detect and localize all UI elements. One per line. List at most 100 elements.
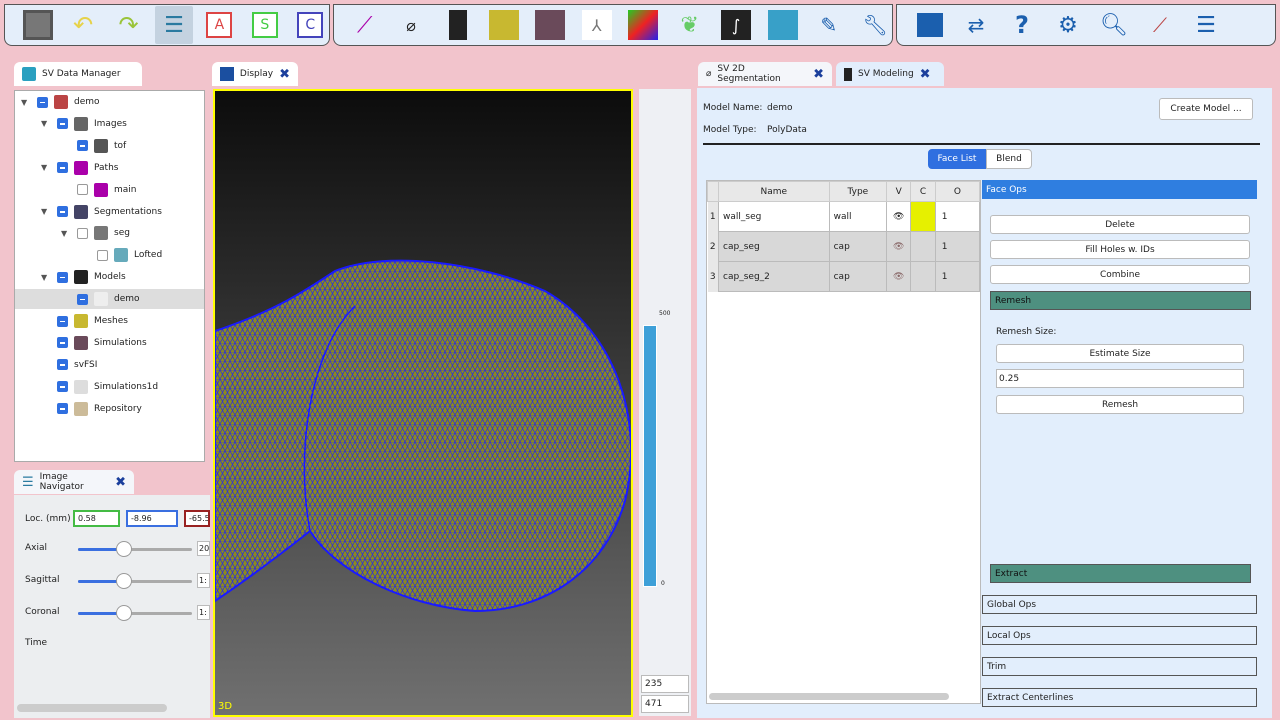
tree-item[interactable]: ▼ Models [15, 267, 204, 287]
trim-header[interactable]: Trim [982, 657, 1257, 676]
tab-2d-segmentation[interactable]: ⌀ SV 2D Segmentation ✖ [698, 62, 832, 86]
visibility-checkbox[interactable] [77, 227, 88, 239]
expand-arrow-icon[interactable]: ▼ [41, 207, 48, 216]
expand-arrow-icon[interactable]: ▼ [41, 119, 48, 129]
expand-arrow-icon[interactable]: ▼ [41, 163, 48, 173]
slice-index-input[interactable]: 1: [197, 605, 210, 620]
3d-view[interactable]: 3D [213, 89, 633, 717]
close-icon[interactable]: ✖ [115, 474, 126, 490]
axial-slider[interactable] [78, 541, 192, 557]
subtab-face-list[interactable]: Face List [928, 149, 986, 169]
global-ops-header[interactable]: Global Ops [982, 595, 1257, 614]
face-ops-header[interactable]: Face Ops [982, 180, 1257, 199]
sagittal-slider[interactable] [78, 573, 192, 589]
visibility-checkbox[interactable] [57, 206, 68, 217]
column-header[interactable]: O [934, 181, 981, 202]
slider-handle[interactable] [115, 573, 132, 589]
undo-button[interactable]: ↶ [64, 6, 101, 44]
spline-button[interactable]: ∫ [719, 6, 752, 44]
close-icon[interactable]: ✖ [813, 66, 824, 82]
visibility-checkbox[interactable] [77, 184, 88, 196]
range-max-input[interactable]: 471 [641, 695, 689, 713]
help-button[interactable]: ? [1003, 6, 1041, 44]
horizontal-scrollbar[interactable] [17, 704, 167, 712]
horizontal-scrollbar[interactable] [709, 693, 949, 700]
tree-item[interactable]: ▼ seg [15, 223, 204, 243]
coronal-button[interactable]: C [292, 6, 329, 44]
visibility-checkbox[interactable] [77, 140, 88, 152]
tree-item[interactable]: main [15, 180, 204, 200]
expand-arrow-icon[interactable]: ▼ [21, 97, 28, 107]
coronal-slider[interactable] [78, 605, 192, 621]
axial-button[interactable]: A [201, 6, 238, 44]
range-min-input[interactable]: 235 [641, 675, 689, 693]
settings-help-button[interactable]: ⚙ [1049, 6, 1087, 44]
face-opacity[interactable]: 1 [934, 201, 981, 232]
face-color-swatch[interactable] [910, 261, 936, 292]
column-header[interactable]: C [910, 181, 936, 202]
tree-item[interactable]: ▼ Paths [15, 158, 204, 178]
visibility-checkbox[interactable] [57, 315, 68, 327]
face-opacity[interactable]: 1 [934, 231, 981, 262]
face-name[interactable]: cap_seg [718, 231, 830, 262]
transfer-button[interactable]: ⇄ [957, 6, 995, 44]
save-button[interactable] [19, 6, 56, 44]
visibility-eye-icon[interactable]: 👁︎ [886, 231, 912, 262]
visibility-checkbox[interactable] [57, 271, 68, 283]
loc-x-input[interactable]: 0.58 [73, 510, 120, 527]
face-type[interactable]: wall [828, 201, 888, 232]
tree-item[interactable]: Lofted [15, 245, 204, 265]
image-button[interactable] [627, 6, 660, 44]
slider-handle[interactable] [115, 605, 132, 621]
pen-button[interactable]: ✎ [812, 6, 845, 44]
tree-item[interactable]: Simulations [15, 333, 204, 353]
visibility-checkbox[interactable] [57, 381, 68, 393]
combine-button[interactable]: Combine [990, 265, 1250, 284]
archive-button[interactable] [911, 6, 949, 44]
remesh-header[interactable]: Remesh [990, 291, 1251, 310]
slider-handle[interactable] [115, 541, 132, 557]
tree-item[interactable]: Repository [15, 399, 204, 419]
search-button[interactable]: 🔍︎ [1095, 6, 1133, 44]
face-opacity[interactable]: 1 [934, 261, 981, 292]
face-type[interactable]: cap [828, 261, 888, 292]
visibility-checkbox[interactable] [57, 337, 68, 349]
column-header[interactable]: V [886, 181, 912, 202]
visibility-checkbox[interactable] [97, 249, 108, 261]
tree-item[interactable]: ▼ Segmentations [15, 202, 204, 222]
subtab-blend[interactable]: Blend [986, 149, 1032, 169]
plugin-button[interactable]: ⟋ [1141, 6, 1179, 44]
tab-modeling[interactable]: SV Modeling ✖ [836, 62, 944, 86]
model-button[interactable] [441, 6, 474, 44]
leaf-button[interactable]: ❦ [673, 6, 706, 44]
face-name[interactable]: wall_seg [718, 201, 830, 232]
tree-item[interactable]: Meshes [15, 311, 204, 331]
visibility-checkbox[interactable] [57, 118, 68, 130]
visibility-checkbox[interactable] [57, 359, 68, 371]
column-header[interactable]: Type [828, 181, 888, 202]
expand-arrow-icon[interactable]: ▼ [41, 272, 48, 282]
face-type[interactable]: cap [828, 231, 888, 262]
sliders-button[interactable]: ☰ [155, 6, 193, 44]
tree-item[interactable]: Simulations1d [15, 377, 204, 397]
visibility-eye-icon[interactable]: 👁︎ [886, 261, 912, 292]
close-icon[interactable]: ✖ [919, 66, 931, 82]
tree-item[interactable]: ▼ demo [15, 92, 204, 112]
visibility-checkbox[interactable] [57, 162, 68, 174]
estimate-size-button[interactable]: Estimate Size [996, 344, 1244, 363]
log-button[interactable]: ☰ [1187, 6, 1225, 44]
visibility-eye-icon[interactable]: 👁︎ [886, 201, 912, 232]
remesh-button[interactable]: Remesh [996, 395, 1244, 414]
tab-image-navigator[interactable]: ☰ Image Navigator ✖ [14, 470, 134, 494]
loc-y-input[interactable]: -8.96 [126, 510, 178, 527]
face-color-swatch[interactable] [910, 231, 936, 262]
visibility-checkbox[interactable] [57, 403, 68, 415]
table-row[interactable]: 2 cap_seg cap 👁︎ 1 [707, 231, 981, 262]
slice-index-input[interactable]: 20 [197, 541, 210, 556]
tree-item[interactable]: demo [15, 289, 204, 310]
tree-item[interactable]: tof [15, 136, 204, 156]
face-color-swatch[interactable] [910, 201, 936, 232]
path-button[interactable]: ⟋ [348, 6, 381, 44]
create-model-button[interactable]: Create Model ... [1159, 98, 1253, 120]
tab-data-manager[interactable]: SV Data Manager [14, 62, 142, 86]
